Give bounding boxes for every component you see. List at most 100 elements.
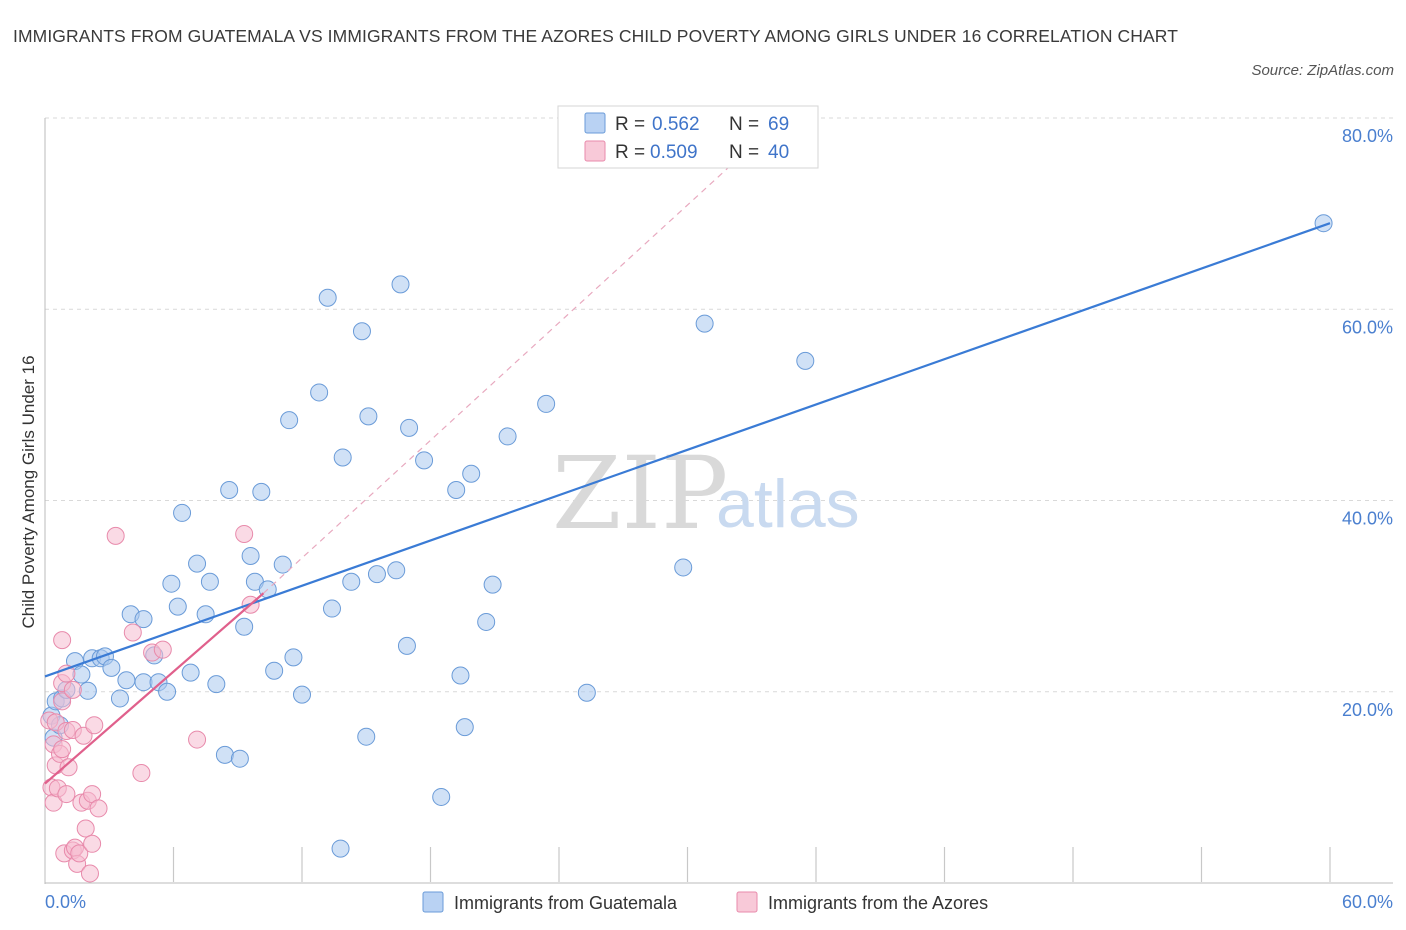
point-guatemala [674,558,693,577]
point-guatemala [695,314,714,333]
chart-title: IMMIGRANTS FROM GUATEMALA VS IMMIGRANTS … [13,26,1178,46]
point-guatemala [477,612,496,631]
point-guatemala [432,787,451,806]
y-tick-label: 40.0% [1342,509,1393,529]
watermark: ZIP atlas [552,435,860,552]
point-azores [153,640,172,659]
point-guatemala [391,275,410,294]
point-guatemala [168,597,187,616]
point-guatemala [235,617,254,636]
point-guatemala [207,675,226,694]
point-guatemala [359,407,378,426]
y-tick-label: 20.0% [1342,700,1393,720]
point-azores [57,785,76,804]
legend-swatch-guatemala [584,112,606,134]
point-guatemala [284,648,303,667]
point-guatemala [117,671,136,690]
point-guatemala [333,448,352,467]
point-guatemala [447,480,466,499]
x-axis-ticks [44,847,1331,882]
legend-r-label-1: R = [615,114,645,135]
point-azores [123,623,142,642]
point-azores [85,716,104,735]
point-guatemala [158,682,177,701]
point-guatemala [215,745,234,764]
point-azores [74,726,93,745]
series-legend-label-azores: Immigrants from the Azores [768,893,988,913]
point-azores [76,819,95,838]
point-guatemala [110,689,129,708]
series-legend-label-guatemala: Immigrants from Guatemala [454,893,678,913]
point-guatemala [331,839,350,858]
point-azores [188,730,207,749]
x-tick-label: 60.0% [1342,892,1393,912]
point-guatemala [72,665,91,684]
point-azores [132,764,151,783]
series-azores-points [40,524,260,883]
point-guatemala [241,546,260,565]
point-azores [63,680,82,699]
point-azores [106,526,125,545]
point-guatemala [498,427,517,446]
point-guatemala [318,288,337,307]
point-guatemala [400,418,419,437]
point-guatemala [181,663,200,682]
point-guatemala [342,572,361,591]
legend-n-label-2: N = [729,142,759,163]
y-axis-tick-labels: 20.0% 40.0% 60.0% 80.0% [1342,126,1393,720]
point-azores [83,834,102,853]
trend-line-guatemala [44,222,1331,678]
source-label: Source: ZipAtlas.com [1251,62,1394,79]
y-tick-label: 60.0% [1342,317,1393,337]
legend-swatch-azores [584,140,606,162]
point-guatemala [102,658,121,677]
point-azores [53,740,72,759]
grid-lines [45,117,1393,693]
point-guatemala [173,503,192,522]
point-guatemala [273,555,292,574]
point-guatemala [162,574,181,593]
point-azores [80,864,99,883]
point-azores [53,692,72,711]
x-axis-tick-labels: 0.0% 60.0% [45,892,1393,912]
point-guatemala [483,575,502,594]
point-guatemala [188,554,207,573]
point-guatemala [537,394,556,413]
x-tick-label: 0.0% [45,892,86,912]
watermark-atlas: atlas [716,466,860,542]
point-guatemala [462,464,481,483]
point-guatemala [265,661,284,680]
point-guatemala [352,322,371,341]
legend-n-label-1: N = [729,114,759,135]
point-guatemala [577,683,596,702]
trend-line-azores [44,592,265,785]
legend-r-label-2: R = [615,142,645,163]
legend-r-value-2: 0.509 [650,142,698,163]
series-legend-swatch-guatemala [422,891,444,913]
point-guatemala [415,451,434,470]
point-azores [235,524,254,543]
series-legend-swatch-azores [736,891,758,913]
legend-n-value-2: 40 [768,142,789,163]
point-guatemala [220,480,239,499]
point-azores [89,799,108,818]
point-guatemala [367,565,386,584]
watermark-zip: ZIP [552,435,728,552]
point-guatemala [322,599,341,618]
series-legend: Immigrants from Guatemala Immigrants fro… [422,891,988,913]
point-guatemala [796,351,815,370]
axes [44,118,1393,884]
y-axis-title: Child Poverty Among Girls Under 16 [19,355,38,628]
point-guatemala [134,610,153,629]
legend-r-value-1: 0.562 [652,114,700,135]
point-guatemala [451,666,470,685]
point-guatemala [310,383,329,402]
point-guatemala [397,636,416,655]
point-guatemala [280,411,299,430]
y-tick-label: 80.0% [1342,126,1393,146]
point-guatemala [200,572,219,591]
point-guatemala [252,482,271,501]
point-azores [70,844,89,863]
point-guatemala [455,718,474,737]
